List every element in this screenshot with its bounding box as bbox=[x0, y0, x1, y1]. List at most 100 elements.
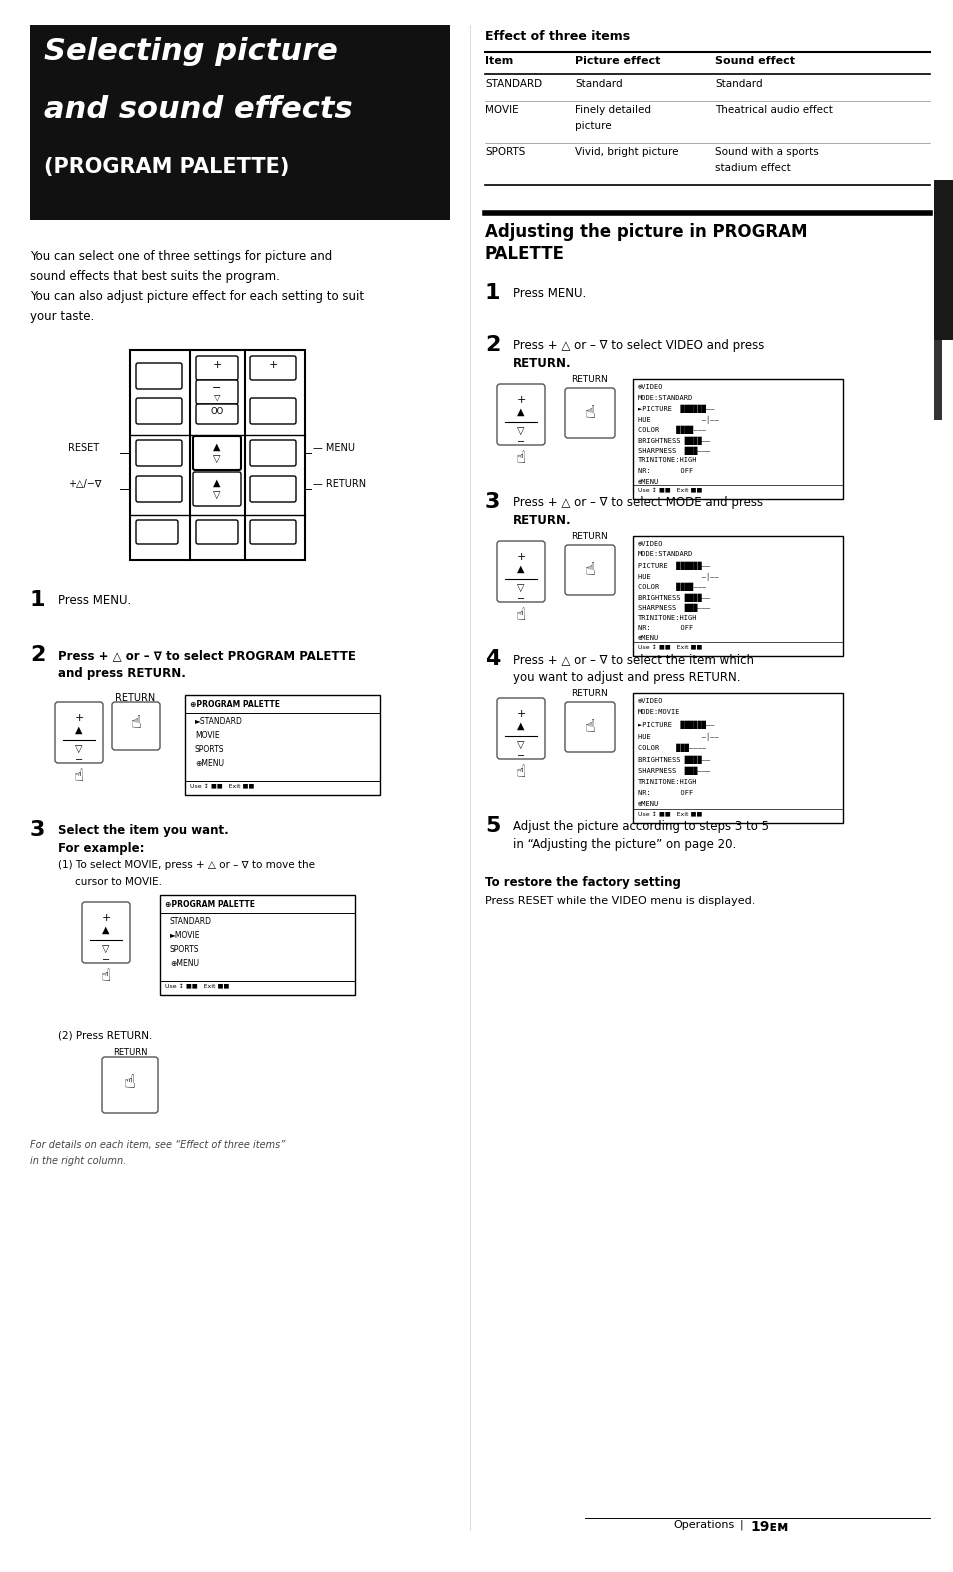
Text: ☝: ☝ bbox=[131, 714, 141, 733]
Text: RETURN.: RETURN. bbox=[513, 357, 571, 369]
Text: ▽: ▽ bbox=[102, 945, 110, 954]
Text: Press MENU.: Press MENU. bbox=[58, 594, 132, 607]
Text: ☝: ☝ bbox=[516, 450, 525, 467]
Text: ▽: ▽ bbox=[517, 583, 524, 593]
Text: COLOR    ███————: COLOR ███———— bbox=[638, 744, 705, 753]
Text: Finely detailed: Finely detailed bbox=[575, 105, 650, 115]
Text: ►STANDARD: ►STANDARD bbox=[194, 717, 243, 726]
Text: your taste.: your taste. bbox=[30, 310, 94, 322]
Text: ⊕MENU: ⊕MENU bbox=[638, 478, 659, 484]
Text: ▲: ▲ bbox=[517, 407, 524, 417]
FancyBboxPatch shape bbox=[102, 1056, 158, 1113]
Text: MOVIE: MOVIE bbox=[194, 731, 219, 740]
Text: Press + △ or – ∇ to select PROGRAM PALETTE: Press + △ or – ∇ to select PROGRAM PALET… bbox=[58, 649, 355, 662]
Text: BRIGHTNESS ████——: BRIGHTNESS ████—— bbox=[638, 437, 709, 445]
Text: +: + bbox=[516, 395, 525, 406]
Text: ⊕PROGRAM PALETTE: ⊕PROGRAM PALETTE bbox=[190, 700, 280, 709]
Text: in “Adjusting the picture” on page 20.: in “Adjusting the picture” on page 20. bbox=[513, 838, 736, 850]
Text: Press + △ or – ∇ to select VIDEO and press: Press + △ or – ∇ to select VIDEO and pre… bbox=[513, 340, 763, 352]
Text: HUE            —│——: HUE —│—— bbox=[638, 733, 718, 740]
Text: STANDARD: STANDARD bbox=[484, 79, 541, 90]
Text: |: | bbox=[740, 1520, 742, 1531]
Text: PICTURE  ██████——: PICTURE ██████—— bbox=[638, 563, 709, 571]
FancyBboxPatch shape bbox=[112, 703, 160, 750]
Text: NR:       OFF: NR: OFF bbox=[638, 791, 693, 795]
Text: MODE:STANDARD: MODE:STANDARD bbox=[638, 552, 693, 558]
Text: −: − bbox=[213, 384, 221, 393]
Text: Sound with a sports: Sound with a sports bbox=[714, 148, 818, 157]
Text: BRIGHTNESS ████——: BRIGHTNESS ████—— bbox=[638, 594, 709, 602]
Text: NR:       OFF: NR: OFF bbox=[638, 468, 693, 475]
Text: RETURN.: RETURN. bbox=[513, 514, 571, 527]
Text: 1: 1 bbox=[30, 590, 46, 610]
Text: Use ↕ ■■   Exit ■■: Use ↕ ■■ Exit ■■ bbox=[165, 982, 229, 987]
Text: cursor to MOVIE.: cursor to MOVIE. bbox=[75, 877, 162, 887]
Text: Press + △ or – ∇ to select the item which: Press + △ or – ∇ to select the item whic… bbox=[513, 652, 753, 667]
Text: ☝: ☝ bbox=[584, 404, 595, 421]
Text: RETURN: RETURN bbox=[571, 689, 608, 698]
Text: 5: 5 bbox=[484, 816, 500, 836]
Text: ▲: ▲ bbox=[213, 478, 220, 487]
Text: Standard: Standard bbox=[714, 79, 761, 90]
FancyBboxPatch shape bbox=[497, 541, 544, 602]
Text: +: + bbox=[516, 552, 525, 563]
Text: you want to adjust and press RETURN.: you want to adjust and press RETURN. bbox=[513, 671, 740, 684]
Text: Vivid, bright picture: Vivid, bright picture bbox=[575, 148, 678, 157]
Text: HUE            —│——: HUE —│—— bbox=[638, 572, 718, 580]
Text: +: + bbox=[101, 913, 111, 923]
Text: Use ↕ ■■   Exit ■■: Use ↕ ■■ Exit ■■ bbox=[638, 645, 701, 649]
Text: SHARPNESS  ███———: SHARPNESS ███——— bbox=[638, 604, 709, 613]
FancyBboxPatch shape bbox=[195, 404, 237, 424]
Text: ►PICTURE  ██████——: ►PICTURE ██████—— bbox=[638, 722, 714, 729]
Text: +△/−∇: +△/−∇ bbox=[68, 479, 101, 489]
Text: RETURN: RETURN bbox=[571, 531, 608, 541]
Text: PALETTE: PALETTE bbox=[484, 245, 564, 263]
Text: OO: OO bbox=[211, 407, 223, 417]
FancyBboxPatch shape bbox=[136, 440, 182, 465]
FancyBboxPatch shape bbox=[564, 545, 615, 594]
Text: ▽: ▽ bbox=[213, 490, 220, 500]
Text: SHARPNESS  ███———: SHARPNESS ███——— bbox=[638, 767, 709, 775]
Text: Adjust the picture according to steps 3 to 5: Adjust the picture according to steps 3 … bbox=[513, 821, 768, 833]
Text: MOVIE: MOVIE bbox=[484, 105, 518, 115]
FancyBboxPatch shape bbox=[195, 380, 237, 404]
Text: — MENU: — MENU bbox=[313, 443, 355, 453]
FancyBboxPatch shape bbox=[82, 902, 130, 964]
Text: ▲: ▲ bbox=[517, 564, 524, 574]
Text: RESET: RESET bbox=[68, 443, 99, 453]
Text: ▲: ▲ bbox=[75, 725, 83, 736]
Text: SPORTS: SPORTS bbox=[170, 945, 199, 954]
Text: BRIGHTNESS ████——: BRIGHTNESS ████—— bbox=[638, 756, 709, 764]
FancyBboxPatch shape bbox=[250, 440, 295, 465]
Text: ⊕VIDEO: ⊕VIDEO bbox=[638, 698, 662, 704]
Text: ►PICTURE  ██████——: ►PICTURE ██████—— bbox=[638, 406, 714, 413]
Text: SPORTS: SPORTS bbox=[194, 745, 224, 755]
Text: stadium effect: stadium effect bbox=[714, 163, 790, 173]
Text: ☝: ☝ bbox=[516, 605, 525, 624]
FancyBboxPatch shape bbox=[193, 435, 241, 470]
Text: ⊕MENU: ⊕MENU bbox=[170, 959, 199, 968]
Text: 1: 1 bbox=[484, 283, 500, 303]
Text: COLOR    ████———: COLOR ████——— bbox=[638, 426, 705, 434]
Text: ☝: ☝ bbox=[516, 762, 525, 781]
Text: SHARPNESS  ███———: SHARPNESS ███——— bbox=[638, 446, 709, 456]
Text: TRINITONE:HIGH: TRINITONE:HIGH bbox=[638, 457, 697, 464]
Text: COLOR    ████———: COLOR ████——— bbox=[638, 583, 705, 591]
Text: and press RETURN.: and press RETURN. bbox=[58, 667, 186, 681]
Text: TRINITONE:HIGH: TRINITONE:HIGH bbox=[638, 615, 697, 621]
Bar bbox=[933, 340, 941, 420]
Text: 2: 2 bbox=[30, 645, 46, 665]
Bar bbox=[30, 25, 450, 220]
Text: ⊕VIDEO: ⊕VIDEO bbox=[638, 541, 662, 547]
Text: 3: 3 bbox=[30, 821, 46, 839]
Text: To restore the factory setting: To restore the factory setting bbox=[484, 876, 680, 890]
Text: ☝: ☝ bbox=[584, 718, 595, 736]
Text: Use ↕ ■■   Exit ■■: Use ↕ ■■ Exit ■■ bbox=[190, 783, 254, 788]
Text: ▽: ▽ bbox=[75, 744, 83, 755]
Text: +: + bbox=[516, 709, 525, 718]
Text: Press + △ or – ∇ to select MODE and press: Press + △ or – ∇ to select MODE and pres… bbox=[513, 497, 762, 509]
Text: ☝: ☝ bbox=[584, 561, 595, 578]
Text: 19ᴇᴍ: 19ᴇᴍ bbox=[749, 1520, 787, 1534]
FancyBboxPatch shape bbox=[497, 698, 544, 759]
Text: and sound effects: and sound effects bbox=[44, 94, 353, 124]
